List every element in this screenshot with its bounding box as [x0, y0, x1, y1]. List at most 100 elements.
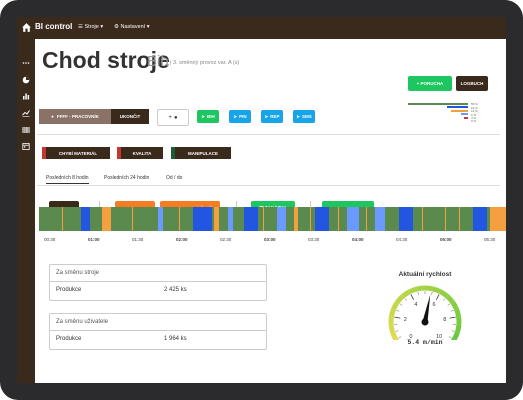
trend-icon[interactable] [22, 109, 30, 117]
reason-color-swatch [117, 147, 121, 159]
end-shift-button[interactable]: UKONČIT [111, 109, 149, 124]
action-sms-label: SMS [302, 114, 312, 119]
gauge-value: 5.4 m/min [407, 339, 443, 346]
timeline-tick-label: 05:30 [484, 237, 496, 242]
gauge-arc [401, 289, 411, 299]
timeline-tick-label: 00:30 [44, 237, 56, 242]
top-navbar: BI control ☰ Stroje ▾ ⚙ Nastavení ▾ [17, 17, 506, 39]
timeline-segment-blue[interactable] [314, 207, 329, 231]
menu-stroje[interactable]: ☰ Stroje ▾ [78, 24, 104, 30]
action-pin-label: PIN [239, 114, 247, 119]
app-screen: BI control ☰ Stroje ▾ ⚙ Nastavení ▾ Chod… [17, 17, 506, 383]
gauge-tick [447, 303, 451, 306]
timeline-segment-orange[interactable] [489, 207, 506, 231]
action-rep-button[interactable]: ➤ REP [261, 110, 283, 123]
reason-kvalita[interactable]: KVALITA [117, 147, 163, 159]
action-pin-button[interactable]: ➤ PIN [229, 110, 251, 123]
reason-label: KVALITA [121, 147, 163, 159]
gauge-tick [448, 336, 452, 339]
timeline-marker [62, 207, 64, 231]
timeline-segment-lightblue[interactable] [228, 207, 233, 231]
add-worker-label: + [168, 114, 172, 121]
gauge-tick [410, 294, 415, 300]
timeline-segment-blue[interactable] [244, 207, 259, 231]
timeline-marker [132, 207, 134, 231]
card-title: Za směnu uživatele [50, 314, 266, 331]
legend-bar [463, 116, 468, 119]
gauge-arc [454, 324, 462, 334]
gauge-arc [451, 331, 460, 340]
reason-chybi-material[interactable]: CHYBÍ MATERIÁL [42, 147, 110, 159]
bar-chart-icon[interactable] [22, 92, 30, 100]
gauge-needle [422, 294, 431, 323]
shift-subtitle: | 3. směnný provoz var. A (s) [170, 60, 240, 66]
gauge-dial: 0 2 4 6 8 10 [388, 285, 462, 340]
gauge-arc [432, 286, 442, 294]
menu-nastaveni-label: Nastavení ▾ [120, 24, 150, 30]
app-brand[interactable]: BI control [35, 22, 73, 31]
timeline-segment-orange[interactable] [293, 207, 299, 231]
menu-stroje-label: Stroje ▾ [84, 24, 104, 30]
timeline-segment-blue[interactable] [81, 207, 91, 231]
gauge-arc [454, 308, 462, 318]
timeline-segment-lightblue[interactable] [158, 207, 163, 231]
timeline-segment-orange[interactable] [214, 207, 219, 231]
home-icon[interactable] [21, 22, 32, 33]
porucha-button[interactable]: + PORUCHA [408, 76, 452, 91]
tab-last-24h[interactable]: Posledních 24 hodin [104, 175, 150, 181]
timeline-tick-label: 02:00 [176, 237, 188, 242]
gauge-arc [388, 324, 396, 334]
shift-machine-card: Za směnu stroje Produkce 2 425 ks [49, 264, 267, 301]
timeline-marker [179, 207, 181, 231]
gauge-tick [395, 330, 399, 332]
gauge-tick-label: 4 [414, 302, 417, 308]
shift-user-card: Za směnu uživatele Produkce 1 964 ks [49, 313, 267, 350]
sidebar [17, 39, 35, 383]
reason-label: MANIPULACE [175, 147, 231, 159]
menu-nastaveni[interactable]: ⚙ Nastavení ▾ [114, 24, 150, 30]
timeline-tick-label: 03:30 [308, 237, 320, 242]
timeline-tick-label: 02:30 [220, 237, 232, 242]
tab-last-8h[interactable]: Posledních 8 hodin [46, 175, 89, 184]
reason-manipulace[interactable]: MANIPULACE [171, 147, 231, 159]
timeline-marker [421, 207, 423, 231]
gauge-hub [421, 318, 429, 326]
action-bih-button[interactable]: ➤ BIH [197, 110, 219, 123]
timeline-tick-label: 03:00 [264, 237, 276, 242]
card-row: Produkce 1 964 ks [50, 331, 266, 349]
timeline-segment-lightblue[interactable] [347, 207, 359, 231]
gauge-arc [424, 285, 434, 292]
worker-button[interactable]: ● FFFF - PRACOVNÍK [39, 109, 111, 124]
timeline-tick-label: 01:30 [132, 237, 144, 242]
gauge-tick-label: 0 [409, 334, 412, 340]
more-icon[interactable] [22, 59, 30, 67]
running-icon: ➤ [264, 113, 269, 119]
logbuch-button[interactable]: LOGBUCH [456, 76, 488, 91]
timeline-segment-blue[interactable] [398, 207, 413, 231]
add-worker-button[interactable]: + ● [157, 109, 189, 126]
timeline-tick-label: 04:30 [396, 237, 408, 242]
tab-from-to[interactable]: Od / do [166, 175, 183, 181]
timeline-segment-blue[interactable] [193, 207, 212, 231]
reason-color-swatch [42, 147, 46, 159]
dashboard-icon[interactable] [22, 76, 30, 84]
gauge-tick [404, 298, 407, 301]
production-label: Produkce [56, 336, 82, 342]
divider [37, 134, 500, 135]
timeline-segment-blue[interactable] [473, 207, 488, 231]
timeline-segment-lightblue[interactable] [375, 207, 385, 231]
gauge-tick [435, 294, 440, 300]
worker-label: FFFF - PRACOVNÍK [56, 114, 99, 119]
gauge-tick [431, 291, 433, 295]
timeline-segment-lightblue[interactable] [277, 207, 287, 231]
state-timeline[interactable] [39, 207, 506, 231]
gauge-arc [416, 285, 426, 292]
action-sms-button[interactable]: ➤ SMS [293, 110, 315, 123]
timeline-segment-orange[interactable] [102, 207, 112, 231]
calendar-icon[interactable] [22, 142, 30, 150]
barcode-icon[interactable] [22, 126, 30, 134]
legend-label: 55 % [471, 102, 478, 107]
running-icon: ➤ [233, 113, 238, 119]
gauge-tick [398, 336, 402, 339]
legend-bar [450, 109, 468, 112]
